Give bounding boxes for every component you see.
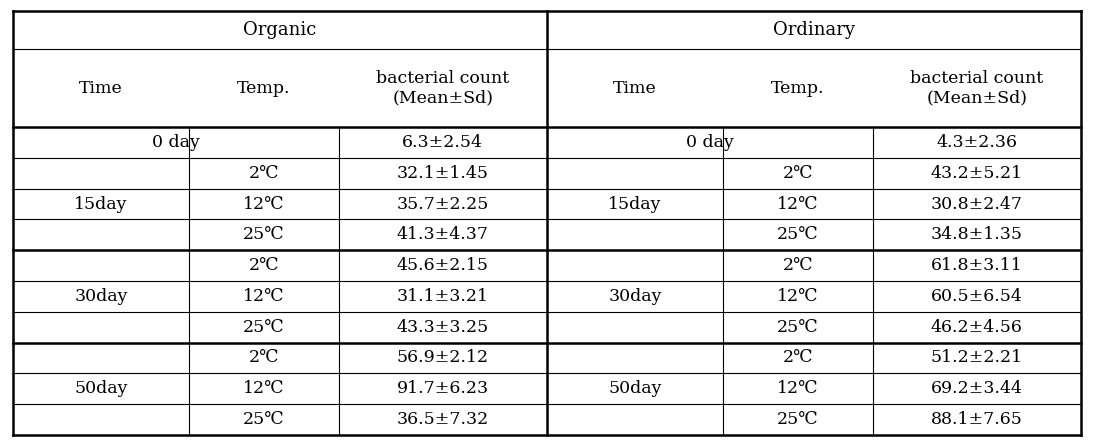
Text: 4.3±2.36: 4.3±2.36: [936, 134, 1017, 151]
Text: 61.8±3.11: 61.8±3.11: [931, 257, 1023, 274]
Text: bacterial count
(Mean±Sd): bacterial count (Mean±Sd): [910, 70, 1044, 107]
Text: 43.2±5.21: 43.2±5.21: [931, 165, 1023, 182]
Text: 12℃: 12℃: [243, 380, 284, 397]
Text: bacterial count
(Mean±Sd): bacterial count (Mean±Sd): [376, 70, 510, 107]
Text: 25℃: 25℃: [777, 411, 818, 428]
Text: 31.1±3.21: 31.1±3.21: [397, 288, 489, 305]
Text: 60.5±6.54: 60.5±6.54: [931, 288, 1023, 305]
Text: 25℃: 25℃: [777, 318, 818, 336]
Text: Time: Time: [79, 79, 123, 97]
Text: 30day: 30day: [74, 288, 128, 305]
Text: 2℃: 2℃: [248, 349, 279, 367]
Text: 30.8±2.47: 30.8±2.47: [931, 195, 1023, 213]
Text: 25℃: 25℃: [243, 226, 284, 244]
Text: 0 day: 0 day: [686, 134, 734, 151]
Text: 50day: 50day: [74, 380, 128, 397]
Text: 34.8±1.35: 34.8±1.35: [931, 226, 1023, 244]
Text: 56.9±2.12: 56.9±2.12: [397, 349, 489, 367]
Text: Organic: Organic: [243, 21, 317, 39]
Text: 36.5±7.32: 36.5±7.32: [397, 411, 489, 428]
Text: Ordinary: Ordinary: [773, 21, 854, 39]
Text: 25℃: 25℃: [243, 318, 284, 336]
Text: 32.1±1.45: 32.1±1.45: [397, 165, 489, 182]
Text: Temp.: Temp.: [237, 79, 291, 97]
Text: 45.6±2.15: 45.6±2.15: [397, 257, 489, 274]
Text: 12℃: 12℃: [777, 380, 818, 397]
Text: 2℃: 2℃: [782, 257, 813, 274]
Text: 15day: 15day: [74, 195, 128, 213]
Text: 91.7±6.23: 91.7±6.23: [397, 380, 489, 397]
Text: 69.2±3.44: 69.2±3.44: [931, 380, 1023, 397]
Text: 0 day: 0 day: [152, 134, 200, 151]
Text: 12℃: 12℃: [777, 288, 818, 305]
Text: 35.7±2.25: 35.7±2.25: [397, 195, 489, 213]
Text: 2℃: 2℃: [782, 165, 813, 182]
Text: 51.2±2.21: 51.2±2.21: [931, 349, 1023, 367]
Text: 50day: 50day: [608, 380, 662, 397]
Text: 43.3±3.25: 43.3±3.25: [397, 318, 489, 336]
Text: 2℃: 2℃: [782, 349, 813, 367]
Text: 2℃: 2℃: [248, 165, 279, 182]
Text: Temp.: Temp.: [771, 79, 825, 97]
Text: 88.1±7.65: 88.1±7.65: [931, 411, 1023, 428]
Text: 25℃: 25℃: [777, 226, 818, 244]
Text: 12℃: 12℃: [777, 195, 818, 213]
Text: 46.2±4.56: 46.2±4.56: [931, 318, 1023, 336]
Text: 41.3±4.37: 41.3±4.37: [397, 226, 489, 244]
Text: 12℃: 12℃: [243, 195, 284, 213]
Text: 6.3±2.54: 6.3±2.54: [403, 134, 484, 151]
Text: 25℃: 25℃: [243, 411, 284, 428]
Text: 2℃: 2℃: [248, 257, 279, 274]
Text: 12℃: 12℃: [243, 288, 284, 305]
Text: Time: Time: [613, 79, 656, 97]
Text: 30day: 30day: [608, 288, 662, 305]
Text: 15day: 15day: [608, 195, 662, 213]
